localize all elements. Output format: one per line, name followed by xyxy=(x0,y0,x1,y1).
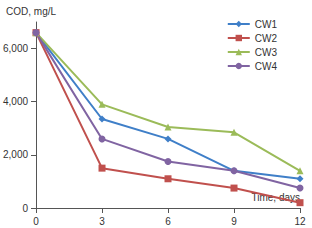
svg-text:CW4: CW4 xyxy=(255,61,278,72)
svg-text:CW1: CW1 xyxy=(255,19,278,30)
svg-text:4,000: 4,000 xyxy=(3,96,28,107)
svg-text:Time, days: Time, days xyxy=(251,191,300,203)
svg-text:3: 3 xyxy=(99,216,105,227)
svg-text:6: 6 xyxy=(165,216,171,227)
svg-text:CW3: CW3 xyxy=(255,47,278,58)
svg-text:0: 0 xyxy=(22,203,28,214)
svg-text:CW2: CW2 xyxy=(255,33,278,44)
svg-text:12: 12 xyxy=(294,216,306,227)
svg-text:2,000: 2,000 xyxy=(3,149,28,160)
svg-text:6,000: 6,000 xyxy=(3,43,28,54)
svg-text:COD, mg/L: COD, mg/L xyxy=(6,6,56,17)
svg-text:0: 0 xyxy=(33,216,39,227)
svg-text:9: 9 xyxy=(231,216,237,227)
